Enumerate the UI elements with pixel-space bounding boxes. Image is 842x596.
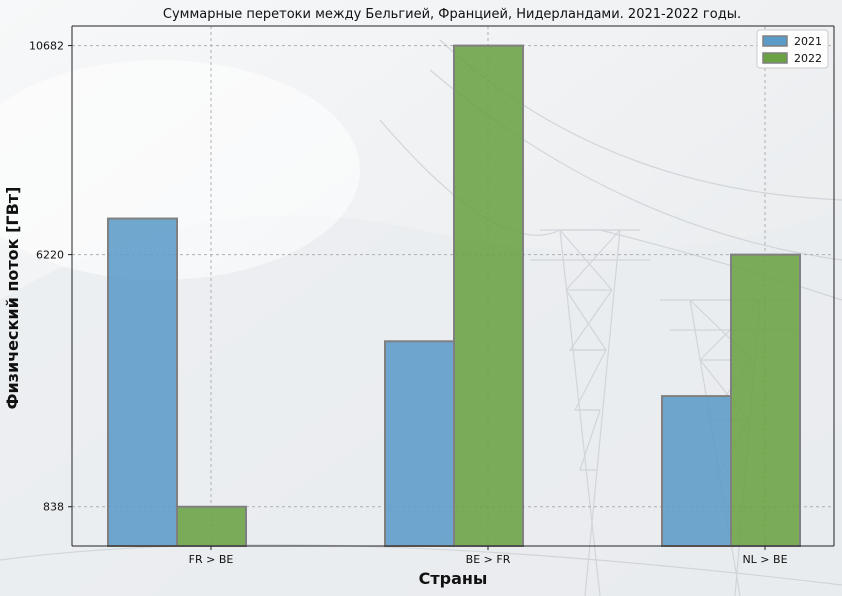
- x-axis-label: Страны: [419, 569, 488, 588]
- bar-2021-nlbe: [661, 395, 732, 547]
- y-tick-label: 10682: [29, 40, 64, 53]
- x-tick-label: FR > BE: [189, 553, 234, 566]
- y-tick-label: 838: [43, 501, 64, 514]
- bar-2021-befr: [384, 340, 455, 547]
- legend-label-2021: 2021: [794, 35, 822, 48]
- legend-label-2022: 2022: [794, 52, 822, 65]
- x-tick-label: BE > FR: [466, 553, 511, 566]
- bar-2021-frbe: [107, 217, 178, 548]
- y-tick-label: 6220: [36, 249, 64, 262]
- chart-title: Суммарные перетоки между Бельгией, Франц…: [163, 7, 741, 22]
- legend-swatch-2021: [762, 35, 788, 47]
- bar-2022-nlbe: [730, 253, 801, 547]
- bar-2022-frbe: [176, 505, 247, 547]
- legend: 2021 2022: [756, 29, 829, 69]
- y-axis-label: Физический поток [ГВт]: [3, 187, 22, 410]
- x-tick-label: NL > BE: [742, 553, 787, 566]
- bar-2022-befr: [453, 44, 524, 548]
- plot-area: 838 6220 10682 FR > BE BE > FR NL > BE: [29, 25, 835, 566]
- legend-swatch-2022: [762, 52, 788, 64]
